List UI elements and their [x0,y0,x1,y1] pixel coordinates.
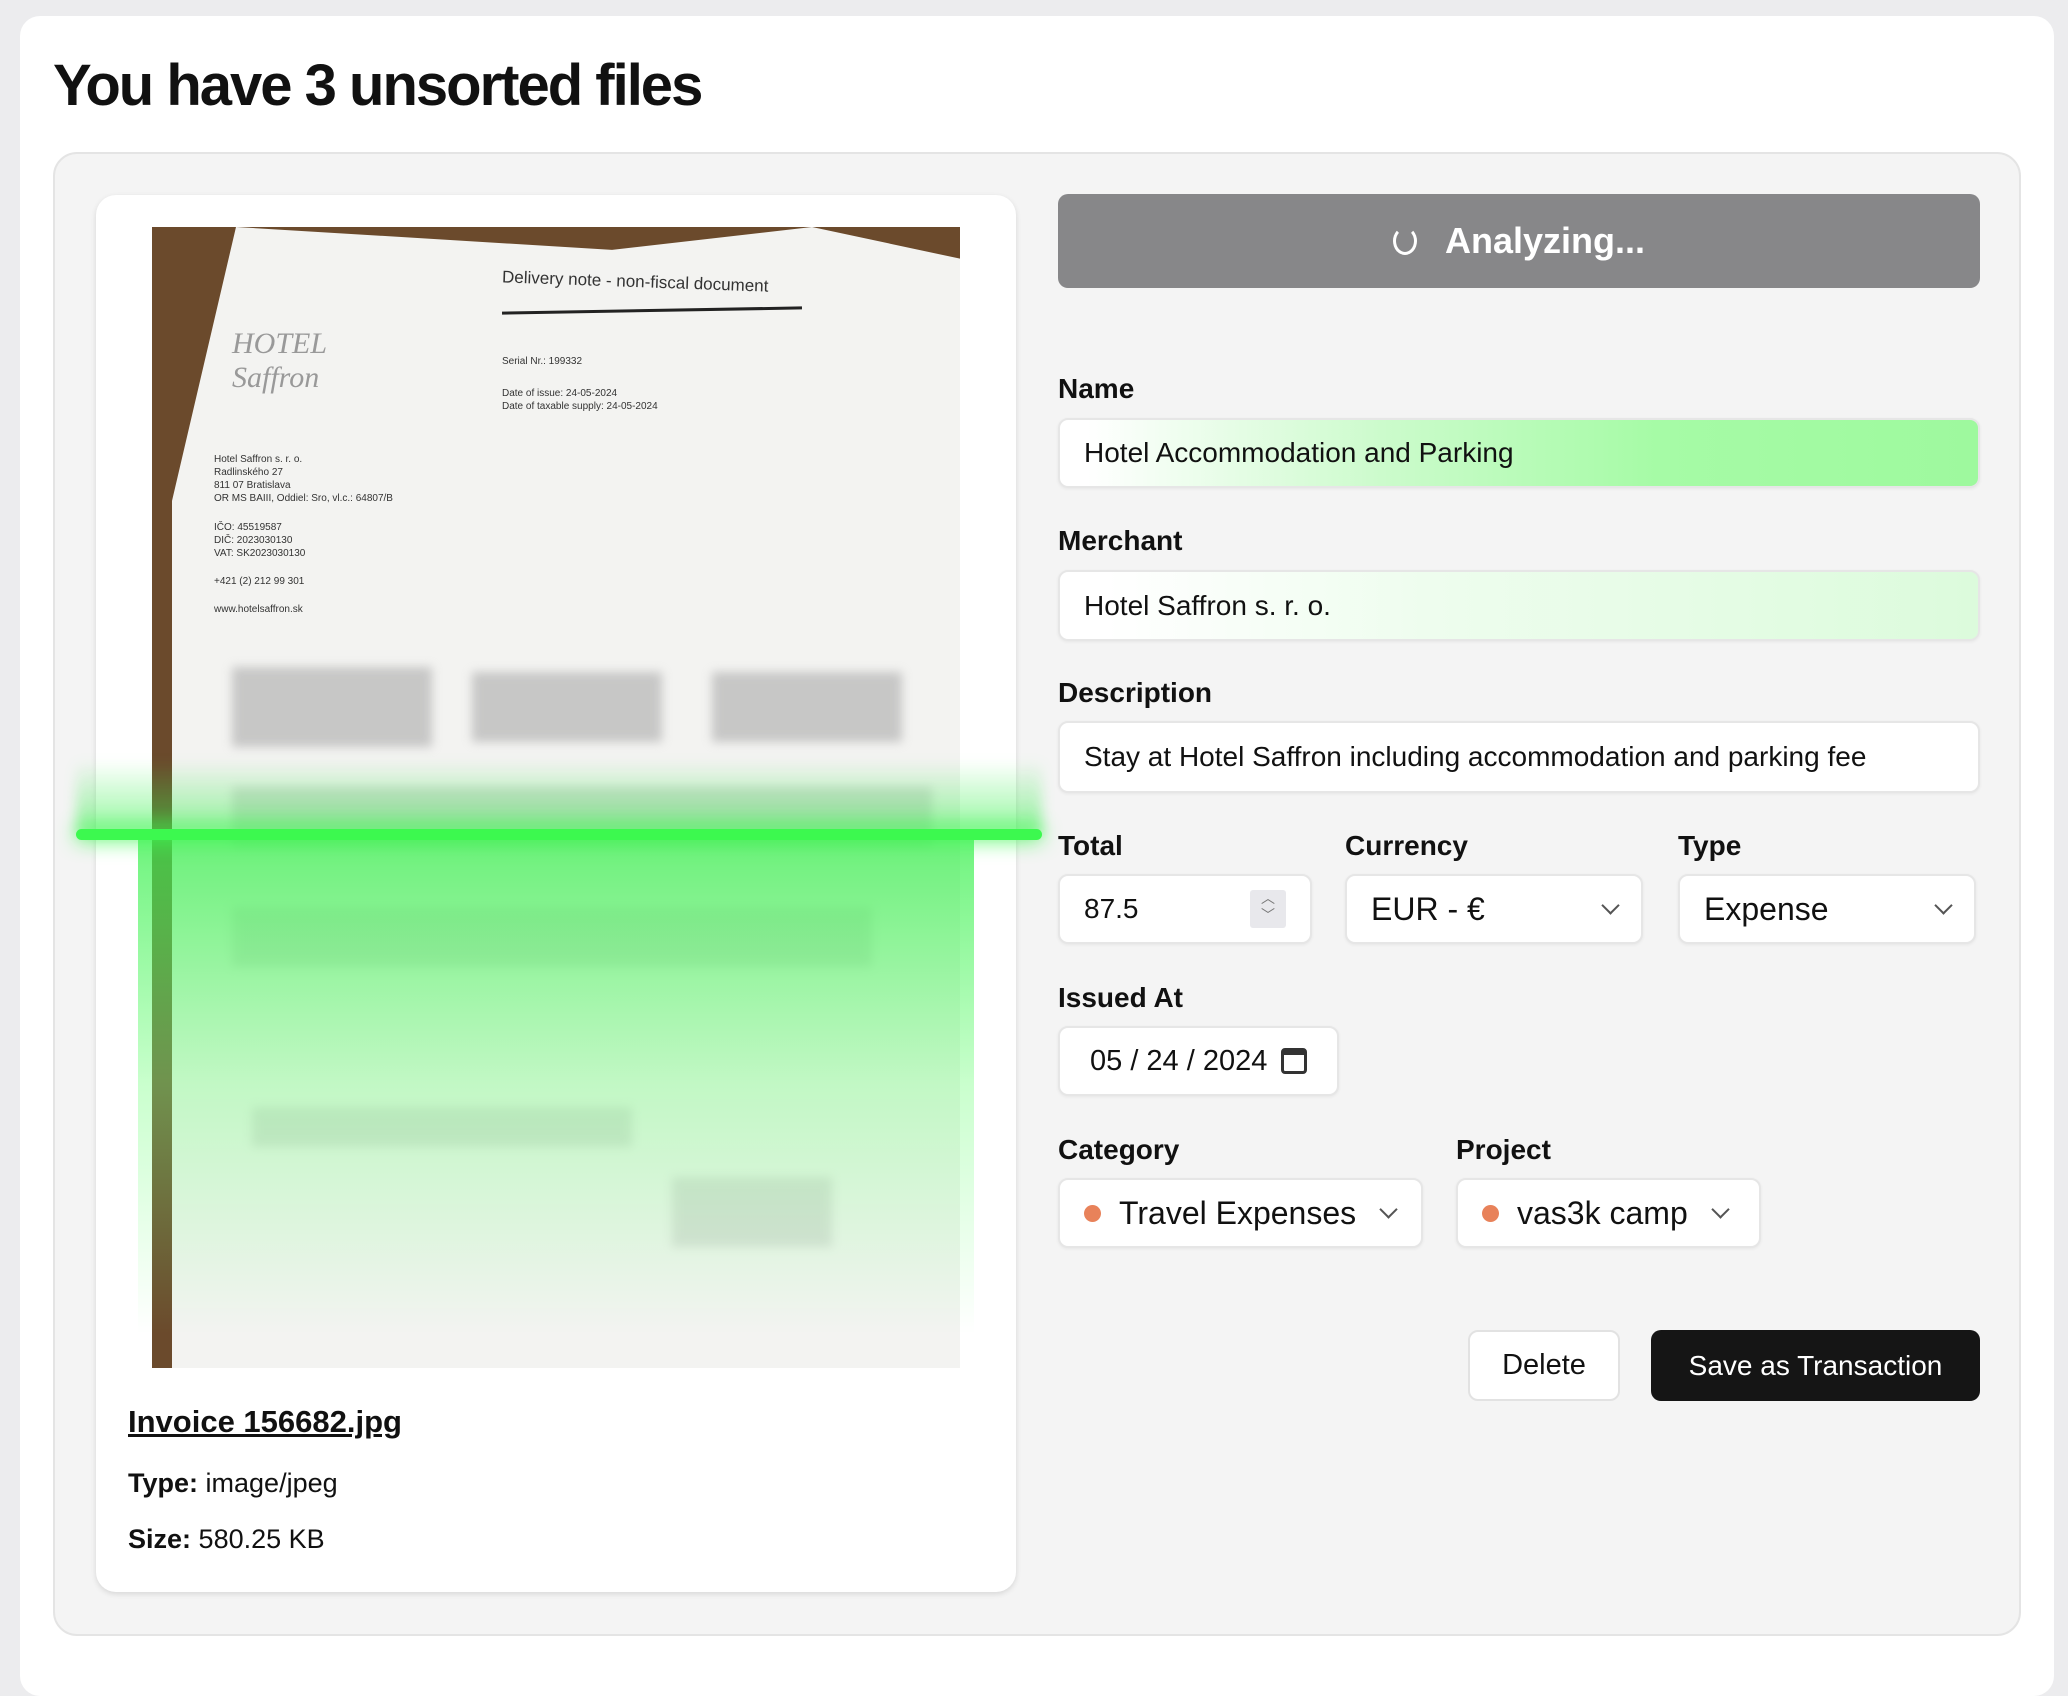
category-value: Travel Expenses [1119,1194,1357,1231]
name-value: Hotel Accommodation and Parking [1084,437,1514,468]
merchant-input[interactable]: Hotel Saffron s. r. o. [1058,570,1980,641]
doc-ids: IČO: 45519587 DIČ: 2023030130 VAT: SK202… [214,522,306,559]
total-label: Total [1058,830,1123,861]
issued-at-input[interactable]: 05 / 24 / 2024 [1058,1026,1339,1096]
analyze-label: Analyzing... [1444,220,1646,261]
merchant-label: Merchant [1058,525,1183,556]
project-label: Project [1456,1134,1551,1165]
project-color-dot [1482,1204,1499,1222]
page-title: You have 3 unsorted files [53,53,703,118]
save-transaction-button[interactable]: Save as Transaction [1651,1330,1980,1401]
scan-line [76,829,1042,840]
file-size-value: 580.25 KB [198,1524,325,1554]
file-type-value: image/jpeg [205,1468,338,1498]
category-label: Category [1058,1134,1180,1165]
analyze-button[interactable]: Analyzing... [1058,194,1980,288]
doc-phone: +421 (2) 212 99 301 [214,576,305,587]
issued-at-value: 05 / 24 / 2024 [1090,1044,1268,1077]
doc-dates: Date of issue: 24-05-2024 Date of taxabl… [502,388,658,412]
total-value: 87.5 [1084,893,1139,924]
chevron-down-icon [1601,895,1620,915]
file-size-label: Size: [128,1524,192,1554]
description-input[interactable]: Stay at Hotel Saffron including accommod… [1058,721,1980,793]
project-value: vas3k camp [1517,1194,1688,1231]
chevron-down-icon [1379,1199,1398,1219]
merchant-value: Hotel Saffron s. r. o. [1084,589,1331,621]
doc-web: www.hotelsaffron.sk [214,604,303,615]
chevron-down-icon [1711,1199,1730,1219]
calendar-icon[interactable] [1281,1048,1308,1074]
file-type-label: Type: [128,1468,199,1498]
delete-button[interactable]: Delete [1468,1330,1620,1401]
doc-serial: Serial Nr.: 199332 [502,356,583,367]
type-label: Type [1678,830,1742,861]
file-name-link[interactable]: Invoice 156682.jpg [128,1404,402,1439]
issued-at-label: Issued At [1058,982,1183,1013]
currency-label: Currency [1345,830,1468,861]
doc-logo: HOTEL Saffron [232,327,327,394]
file-size: Size: 580.25 KB [128,1524,325,1555]
scan-overlay [138,834,974,1334]
currency-select[interactable]: EUR - € [1345,874,1643,944]
name-label: Name [1058,373,1135,404]
type-select[interactable]: Expense [1678,874,1976,944]
description-value: Stay at Hotel Saffron including accommod… [1084,741,1867,772]
description-label: Description [1058,677,1213,708]
spinner-icon [1392,227,1417,255]
chevron-down-icon [1934,895,1953,915]
name-input[interactable]: Hotel Accommodation and Parking [1058,418,1980,488]
currency-value: EUR - € [1371,890,1485,927]
stepper-icon[interactable]: ︿ ﹀ [1250,890,1286,928]
total-input[interactable]: 87.5 ︿ ﹀ [1058,874,1312,944]
category-color-dot [1084,1204,1101,1222]
project-select[interactable]: vas3k camp [1456,1178,1761,1248]
category-select[interactable]: Travel Expenses [1058,1178,1423,1248]
doc-address: Hotel Saffron s. r. o. Radlinského 27 81… [214,454,393,504]
type-value: Expense [1704,890,1829,927]
scan-glow [76,760,1042,834]
doc-heading: Delivery note - non-fiscal document [501,267,769,296]
file-type: Type: image/jpeg [128,1468,338,1499]
